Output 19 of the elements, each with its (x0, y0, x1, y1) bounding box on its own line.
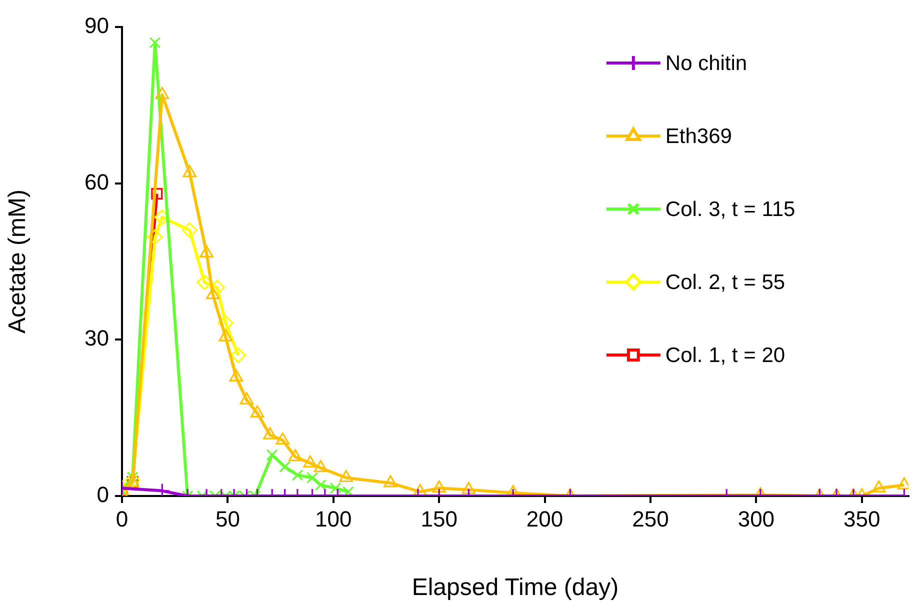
legend-label: Col. 1, t = 20 (665, 344, 786, 367)
x-tick-label: 50 (215, 506, 240, 532)
x-axis-title: Elapsed Time (day) (412, 574, 619, 602)
legend-label: Col. 3, t = 115 (665, 198, 796, 221)
x-tick-label: 300 (738, 506, 775, 532)
y-tick-label: 90 (84, 13, 109, 38)
legend-label: No chitin (665, 52, 748, 75)
x-tick-label: 0 (116, 506, 128, 532)
y-tick-label: 60 (84, 169, 109, 194)
y-axis-title: Acetate (mM) (4, 189, 32, 334)
x-tick-label: 100 (315, 506, 352, 532)
legend-label: Eth369 (665, 124, 732, 148)
y-tick-label: 30 (84, 326, 109, 351)
x-tick-label: 350 (844, 506, 880, 532)
y-tick-label: 0 (96, 482, 109, 508)
legend-label: Col. 2, t = 55 (665, 270, 786, 294)
x-tick-label: 250 (632, 506, 669, 532)
x-tick-label: 200 (526, 506, 564, 532)
x-tick-label: 150 (420, 506, 458, 532)
